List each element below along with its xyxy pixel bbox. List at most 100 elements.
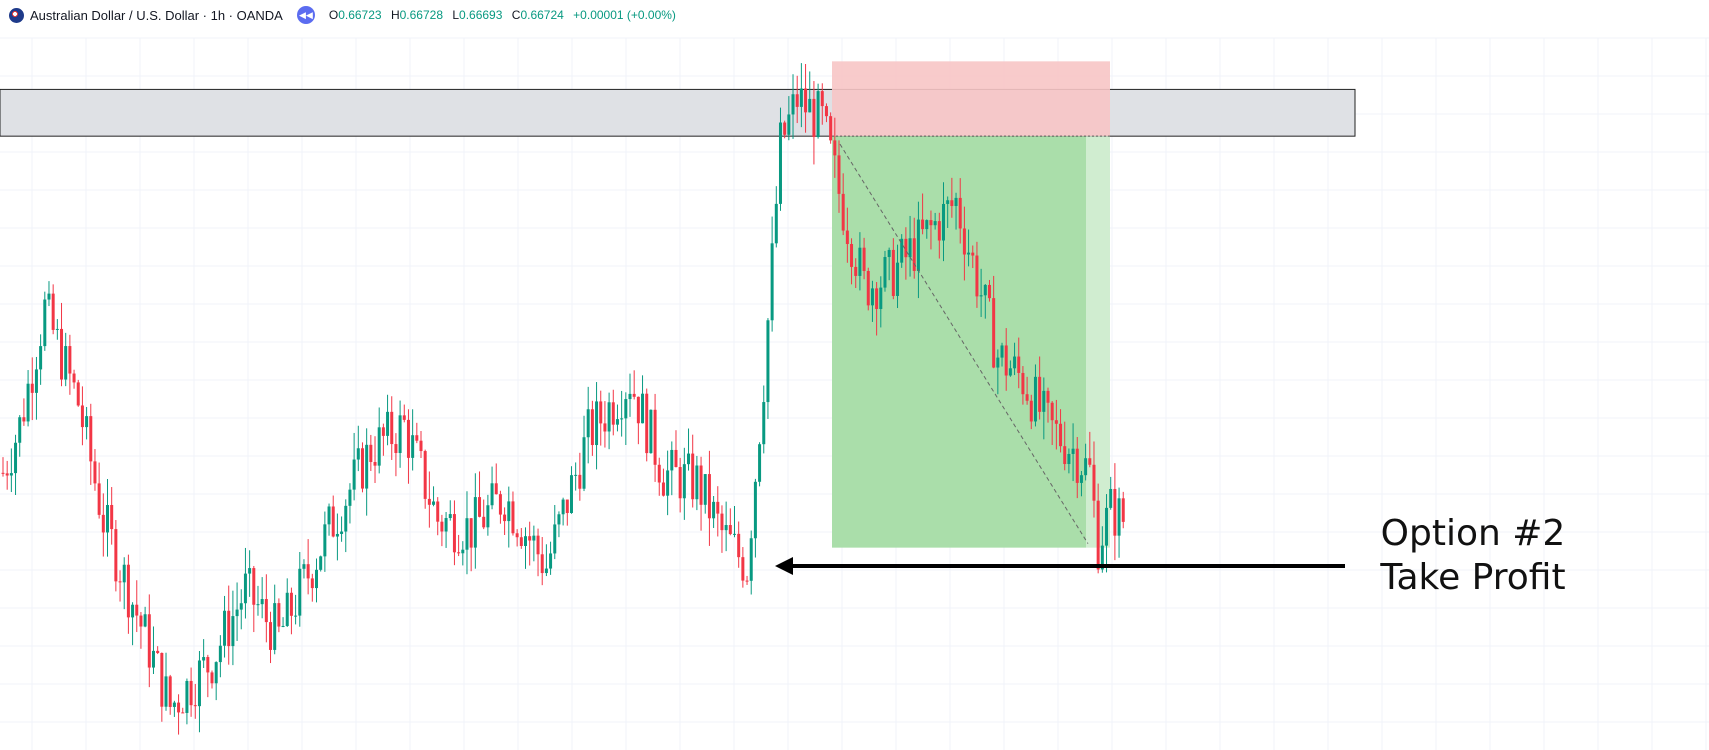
candle-body	[770, 243, 774, 321]
candle-body	[565, 499, 569, 514]
candle-body	[1088, 458, 1092, 465]
candle-body	[582, 437, 586, 489]
candle-body	[1079, 475, 1083, 483]
candle-body	[1121, 498, 1125, 522]
flag-icon	[9, 7, 24, 23]
candle-body	[93, 461, 97, 484]
candle-body	[43, 299, 47, 347]
candle-body	[866, 271, 870, 306]
candle-body	[967, 252, 971, 255]
candle-body	[18, 417, 22, 443]
symbol-title[interactable]: Australian Dollar / U.S. Dollar · 1h · O…	[30, 7, 283, 23]
low-value: 0.66693	[459, 8, 503, 22]
candle-body	[791, 94, 795, 115]
candle-body	[168, 676, 172, 707]
candle-body	[687, 453, 691, 465]
candle-body	[1109, 488, 1113, 508]
candle-body	[795, 94, 799, 107]
chart-grid	[0, 37, 1709, 750]
candle-body	[661, 482, 665, 496]
candle-body	[946, 200, 950, 204]
candle-body	[277, 603, 281, 627]
high-label: H	[390, 8, 400, 22]
candle-body	[1017, 356, 1021, 373]
candle-body	[962, 228, 966, 255]
annotation-layer	[775, 143, 1345, 575]
candle-body	[448, 514, 452, 519]
candle-body	[285, 592, 289, 626]
candle-body	[72, 373, 76, 383]
candle-body	[97, 483, 101, 515]
high-value: 0.66728	[399, 8, 443, 22]
candle-body	[1054, 420, 1058, 424]
stop-loss-zone	[832, 61, 1110, 137]
low-label: L	[452, 8, 460, 22]
candle-body	[22, 417, 26, 422]
candle-body	[636, 396, 640, 424]
candles-layer	[1, 63, 1125, 735]
candle-body	[507, 501, 511, 522]
candle-body	[1067, 453, 1071, 465]
trend-line	[839, 143, 1089, 544]
candle-body	[624, 399, 628, 419]
candle-body	[235, 609, 239, 617]
candle-body	[478, 497, 482, 517]
candle-body	[603, 423, 607, 432]
candle-body	[352, 459, 356, 490]
candle-body	[181, 712, 185, 714]
candle-body	[645, 393, 649, 454]
candle-body	[294, 615, 298, 617]
candle-body	[360, 448, 364, 489]
candle-body	[432, 501, 436, 505]
candle-body	[875, 288, 879, 309]
candle-body	[319, 556, 323, 570]
candle-body	[975, 255, 979, 297]
candle-body	[992, 298, 996, 368]
close-value: 0.66724	[520, 8, 564, 22]
candle-body	[68, 346, 72, 374]
candle-body	[758, 444, 762, 482]
candle-body	[189, 680, 193, 706]
candle-body	[641, 393, 645, 424]
candle-body	[942, 203, 945, 241]
candle-body	[670, 449, 674, 471]
candle-body	[1105, 507, 1109, 546]
candle-body	[1084, 458, 1088, 476]
candle-body	[1050, 402, 1054, 421]
candle-body	[733, 533, 736, 535]
candle-body	[172, 702, 176, 707]
replay-icon[interactable]: ◀◀	[296, 6, 315, 24]
candle-body	[323, 524, 327, 557]
candle-body	[398, 415, 402, 454]
candle-body	[799, 88, 803, 107]
candle-body	[80, 405, 84, 428]
candle-body	[787, 114, 791, 135]
candle-body	[783, 122, 787, 135]
candle-body	[590, 409, 594, 446]
candle-body	[649, 409, 653, 454]
candle-body	[469, 518, 473, 548]
take-profit-zone	[832, 136, 1086, 548]
candle-body	[1004, 345, 1008, 376]
candle-body	[540, 554, 544, 574]
candle-body	[524, 536, 527, 546]
candle-body	[214, 662, 218, 684]
candle-body	[373, 462, 377, 466]
candle-body	[578, 474, 582, 489]
candle-body	[231, 616, 235, 647]
candle-body	[1071, 448, 1075, 454]
candle-body	[494, 483, 498, 495]
candle-body	[310, 578, 314, 589]
candle-body	[678, 467, 682, 499]
candle-body	[916, 219, 920, 271]
candle-body	[331, 506, 335, 537]
candle-body	[143, 614, 147, 627]
candle-body	[933, 221, 937, 226]
candle-body	[30, 383, 34, 393]
candle-body	[695, 465, 699, 500]
candle-body	[879, 287, 883, 309]
candle-body	[937, 221, 941, 241]
candle-body	[122, 564, 126, 583]
candle-body	[628, 393, 632, 400]
